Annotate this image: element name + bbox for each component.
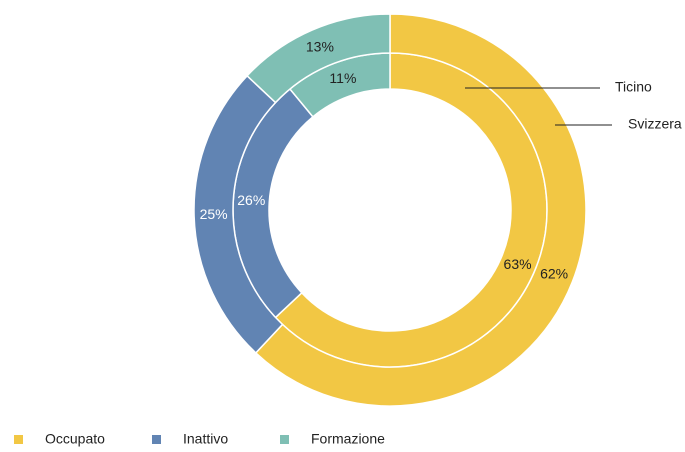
value-label: 62% xyxy=(540,266,568,282)
series-label: Svizzera xyxy=(628,116,682,132)
value-label: 11% xyxy=(329,70,356,86)
legend-label: Formazione xyxy=(311,431,385,447)
donut-slice xyxy=(254,13,587,407)
legend-swatch xyxy=(152,435,161,444)
legend-label: Occupato xyxy=(45,431,105,447)
value-label: 13% xyxy=(306,39,334,55)
value-label: 63% xyxy=(504,256,532,272)
legend-label: Inattivo xyxy=(183,431,228,447)
series-label: Ticino xyxy=(615,79,652,95)
value-label: 26% xyxy=(237,192,265,208)
legend-swatch xyxy=(14,435,23,444)
donut-slice xyxy=(246,13,391,104)
value-label: 25% xyxy=(200,206,228,222)
legend-swatch xyxy=(280,435,289,444)
